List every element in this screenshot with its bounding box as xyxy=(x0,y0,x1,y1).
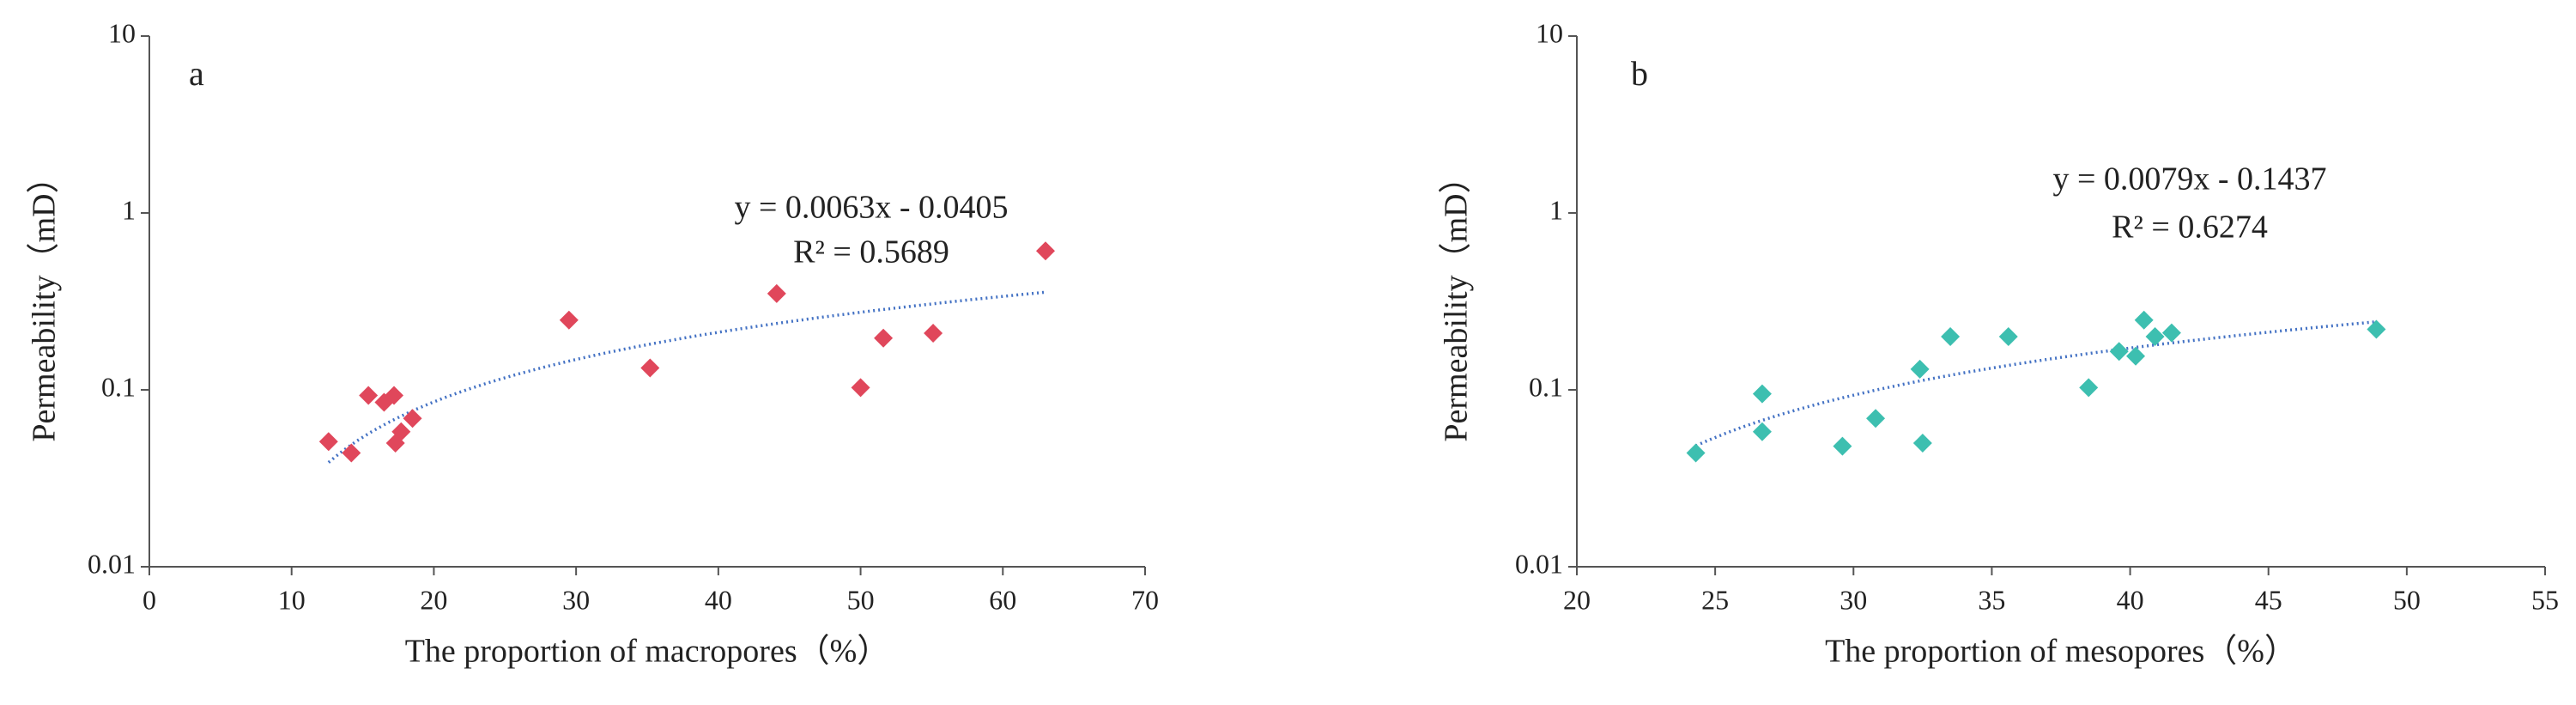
x-tick-label: 40 xyxy=(2117,584,2144,615)
point xyxy=(1998,326,2018,346)
point xyxy=(2126,346,2146,366)
y-tick-label: 10 xyxy=(108,17,136,48)
point xyxy=(385,386,404,405)
y-tick-label: 1 xyxy=(1549,194,1563,225)
y-axis-title: Permeability（mD） xyxy=(1439,161,1475,441)
y-tick-label: 0.01 xyxy=(88,548,136,579)
x-tick-label: 50 xyxy=(847,584,875,615)
x-tick-label: 40 xyxy=(705,584,732,615)
point xyxy=(1941,326,1961,346)
point xyxy=(342,443,361,463)
point xyxy=(1833,436,1852,456)
point xyxy=(318,432,338,452)
point xyxy=(1912,434,1932,453)
point xyxy=(391,422,411,441)
y-axis-title: Permeability（mD） xyxy=(27,161,63,441)
point xyxy=(2079,378,2099,398)
point xyxy=(924,324,943,343)
y-tick-label: 1 xyxy=(122,194,136,225)
trend-equation: y = 0.0063x - 0.0405 xyxy=(734,190,1008,226)
point xyxy=(359,386,379,405)
y-tick-label: 0.1 xyxy=(1529,371,1563,402)
point xyxy=(1866,409,1886,428)
x-tick-label: 50 xyxy=(2393,584,2421,615)
x-tick-label: 25 xyxy=(1701,584,1729,615)
point xyxy=(559,310,579,330)
point xyxy=(385,434,405,453)
x-tick-label: 0 xyxy=(142,584,156,615)
r-squared: R² = 0.5689 xyxy=(793,234,949,270)
point xyxy=(1910,359,1930,379)
x-tick-label: 45 xyxy=(2255,584,2282,615)
x-tick-label: 20 xyxy=(1563,584,1591,615)
point xyxy=(874,328,894,348)
x-tick-label: 35 xyxy=(1978,584,2005,615)
x-axis-title: The proportion of mesopores（%） xyxy=(1825,634,2297,670)
r-squared: R² = 0.6274 xyxy=(2112,210,2268,246)
point xyxy=(640,358,660,378)
point xyxy=(1752,384,1772,404)
x-tick-label: 70 xyxy=(1131,584,1159,615)
y-tick-label: 0.01 xyxy=(1515,548,1563,579)
point xyxy=(2109,342,2129,362)
x-tick-label: 30 xyxy=(562,584,590,615)
trendline xyxy=(1694,319,2377,447)
point xyxy=(403,409,422,428)
y-tick-label: 0.1 xyxy=(101,371,136,402)
point xyxy=(1036,241,1055,261)
point xyxy=(767,283,786,303)
y-tick-label: 10 xyxy=(1536,17,1563,48)
x-tick-label: 10 xyxy=(278,584,306,615)
x-tick-label: 30 xyxy=(1840,584,1867,615)
panel-label: a xyxy=(189,54,204,93)
x-tick-label: 20 xyxy=(420,584,447,615)
point xyxy=(2161,323,2181,343)
point xyxy=(1752,422,1772,441)
point xyxy=(851,378,870,398)
x-tick-label: 55 xyxy=(2531,584,2559,615)
point xyxy=(2134,310,2154,330)
panel-label: b xyxy=(1631,54,1648,93)
x-axis-title: The proportion of macropores（%） xyxy=(405,634,890,670)
trendline xyxy=(327,290,1046,464)
point xyxy=(2145,326,2165,346)
x-tick-label: 60 xyxy=(989,584,1016,615)
point xyxy=(2367,319,2386,339)
trend-equation: y = 0.0079x - 0.1437 xyxy=(2052,161,2326,198)
point xyxy=(1686,443,1706,463)
